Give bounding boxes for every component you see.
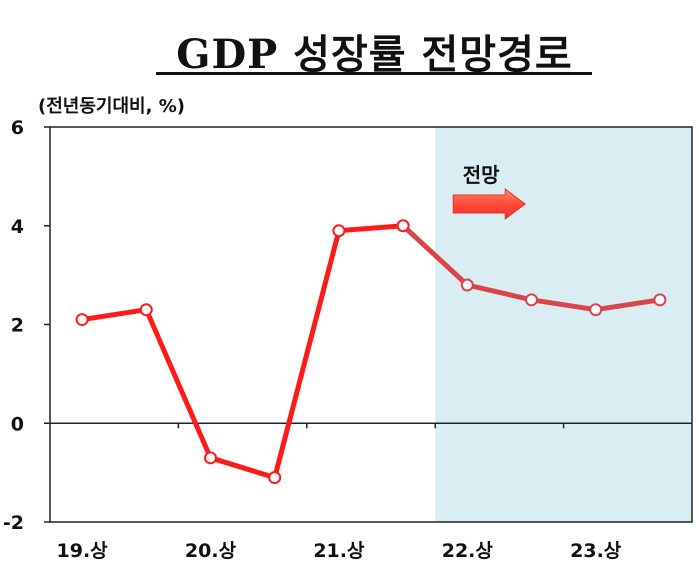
data-point bbox=[332, 224, 346, 238]
data-point bbox=[396, 219, 410, 233]
data-point bbox=[653, 293, 667, 307]
x-tick-label: 22.상 bbox=[442, 540, 494, 562]
x-tick-label: 19.상 bbox=[57, 540, 109, 562]
x-tick-label: 21.상 bbox=[313, 540, 365, 562]
data-point bbox=[589, 303, 603, 317]
line-segment bbox=[593, 297, 663, 313]
line-segment bbox=[529, 297, 599, 313]
forecast-region bbox=[435, 127, 692, 522]
y-tick-label: 2 bbox=[11, 315, 24, 337]
line-segment bbox=[79, 307, 149, 323]
x-tick-label: 20.상 bbox=[185, 540, 237, 562]
data-point bbox=[460, 278, 474, 292]
line-segment bbox=[336, 223, 406, 234]
data-point bbox=[139, 303, 153, 317]
line-segment bbox=[464, 282, 534, 303]
line-segment bbox=[400, 223, 470, 288]
data-point bbox=[204, 451, 217, 465]
line-segment bbox=[272, 228, 342, 481]
y-tick-label: 4 bbox=[11, 216, 24, 238]
y-tick-label: -2 bbox=[3, 512, 24, 534]
y-tick-label: 0 bbox=[11, 413, 24, 435]
forecast-arrow-icon bbox=[452, 188, 527, 220]
chart-title: GDP 성장률 전망경로 bbox=[176, 31, 573, 78]
line-segment bbox=[208, 455, 278, 481]
title-underline bbox=[156, 72, 592, 75]
data-point bbox=[525, 293, 538, 307]
forecast-label: 전망 bbox=[463, 163, 500, 187]
data-point bbox=[268, 471, 282, 485]
line-segment bbox=[143, 307, 213, 461]
y-tick-label: 6 bbox=[11, 117, 24, 139]
unit-label: (전년동기대비, %) bbox=[38, 96, 185, 117]
data-point bbox=[75, 313, 89, 327]
x-tick-label: 23.상 bbox=[570, 540, 622, 562]
